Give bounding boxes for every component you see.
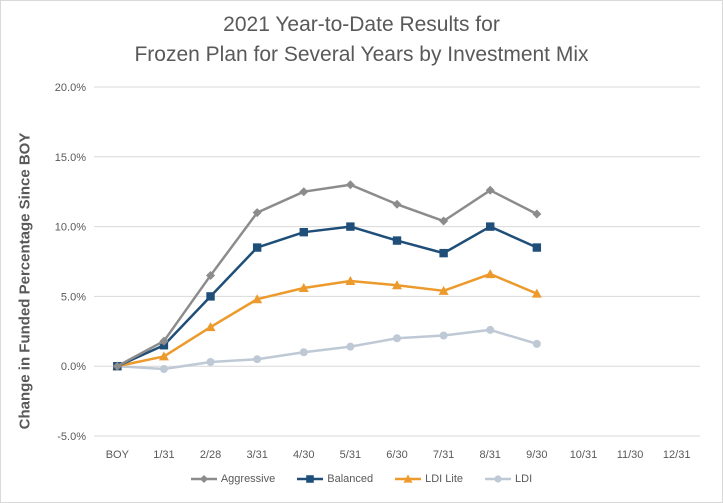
- data-point-marker: [531, 288, 542, 298]
- legend: Aggressive Balanced LDI Lite LDI: [0, 473, 723, 485]
- series-line-ldi: [117, 328, 538, 371]
- data-point-marker: [159, 336, 169, 346]
- data-point-marker: [485, 185, 495, 195]
- legend-item: LDI: [485, 473, 532, 485]
- data-point-marker: [252, 294, 263, 304]
- data-point-marker: [439, 248, 448, 258]
- x-tick-label: 4/30: [293, 449, 314, 461]
- data-point-marker: [205, 322, 216, 332]
- x-tick-label: 9/30: [526, 449, 547, 461]
- x-tick-label: 5/31: [340, 449, 361, 461]
- data-point-marker: [252, 208, 262, 218]
- y-tick-label: 15.0%: [55, 152, 86, 164]
- y-tick-label: 20.0%: [55, 82, 86, 94]
- data-point-marker: [206, 292, 215, 301]
- data-point-marker: [199, 474, 208, 484]
- x-tick-label: 8/31: [480, 449, 501, 461]
- legend-item: LDI Lite: [395, 473, 463, 485]
- data-point-marker: [532, 339, 541, 348]
- data-point-marker: [345, 276, 356, 286]
- data-point-marker: [158, 351, 169, 361]
- data-point-marker: [392, 236, 402, 245]
- legend-label: Aggressive: [220, 473, 276, 485]
- x-tick-label: 11/30: [617, 449, 644, 461]
- data-point-marker: [438, 285, 449, 295]
- legend-item: Balanced: [297, 473, 373, 485]
- chart-title-line1: 2021 Year-to-Date Results for: [223, 13, 500, 36]
- x-tick-label: 12/31: [663, 449, 691, 461]
- y-tick-label: 5.0%: [61, 291, 86, 303]
- x-tick-label: 10/31: [570, 449, 598, 461]
- data-point-marker: [392, 280, 402, 290]
- data-point-marker: [346, 342, 355, 351]
- legend-swatch: [395, 474, 422, 483]
- series-line-ldi-lite: [117, 272, 538, 368]
- data-point-marker: [439, 216, 449, 226]
- data-point-marker: [159, 364, 168, 373]
- data-point-marker: [439, 331, 448, 340]
- data-point-marker: [306, 475, 315, 483]
- legend-swatch: [297, 475, 324, 483]
- data-point-marker: [206, 270, 216, 280]
- data-point-marker: [299, 187, 309, 197]
- series-line-aggressive: [116, 183, 538, 368]
- data-point-marker: [486, 325, 495, 334]
- x-tick-label: 3/31: [246, 449, 267, 461]
- data-point-marker: [393, 334, 401, 343]
- series-line-balanced: [116, 225, 538, 368]
- y-tick-label: 0.0%: [61, 361, 86, 373]
- data-point-marker: [112, 361, 122, 371]
- x-tick-label: 1/31: [153, 449, 174, 461]
- legend-label: Balanced: [327, 473, 374, 485]
- legend-swatch: [190, 474, 217, 484]
- chart-title-line2: Frozen Plan for Several Years by Investm…: [134, 43, 589, 66]
- legend-label: LDI Lite: [425, 473, 464, 485]
- legend-label: LDI: [515, 473, 533, 485]
- data-point-marker: [253, 355, 262, 364]
- data-point-marker: [345, 180, 355, 190]
- data-point-marker: [298, 283, 309, 293]
- data-point-marker: [403, 474, 413, 483]
- x-tick-label: 2/28: [200, 449, 221, 461]
- x-tick-label: BOY: [106, 449, 130, 461]
- data-point-marker: [532, 209, 542, 219]
- data-point-marker: [392, 199, 402, 209]
- x-tick-label: 6/30: [386, 449, 407, 461]
- data-point-marker: [346, 222, 355, 231]
- data-point-marker: [486, 222, 495, 231]
- data-point-marker: [206, 358, 215, 367]
- y-tick-label: 10.0%: [55, 222, 86, 234]
- data-point-marker: [299, 227, 308, 237]
- legend-swatch: [485, 475, 512, 483]
- data-point-marker: [299, 348, 308, 357]
- x-tick-label: 7/31: [433, 449, 454, 461]
- y-tick-label: -5.0%: [57, 431, 86, 443]
- data-point-marker: [485, 269, 496, 279]
- data-point-marker: [252, 243, 262, 252]
- data-point-marker: [532, 243, 542, 252]
- legend-item: Aggressive: [190, 473, 276, 485]
- data-point-marker: [494, 475, 502, 483]
